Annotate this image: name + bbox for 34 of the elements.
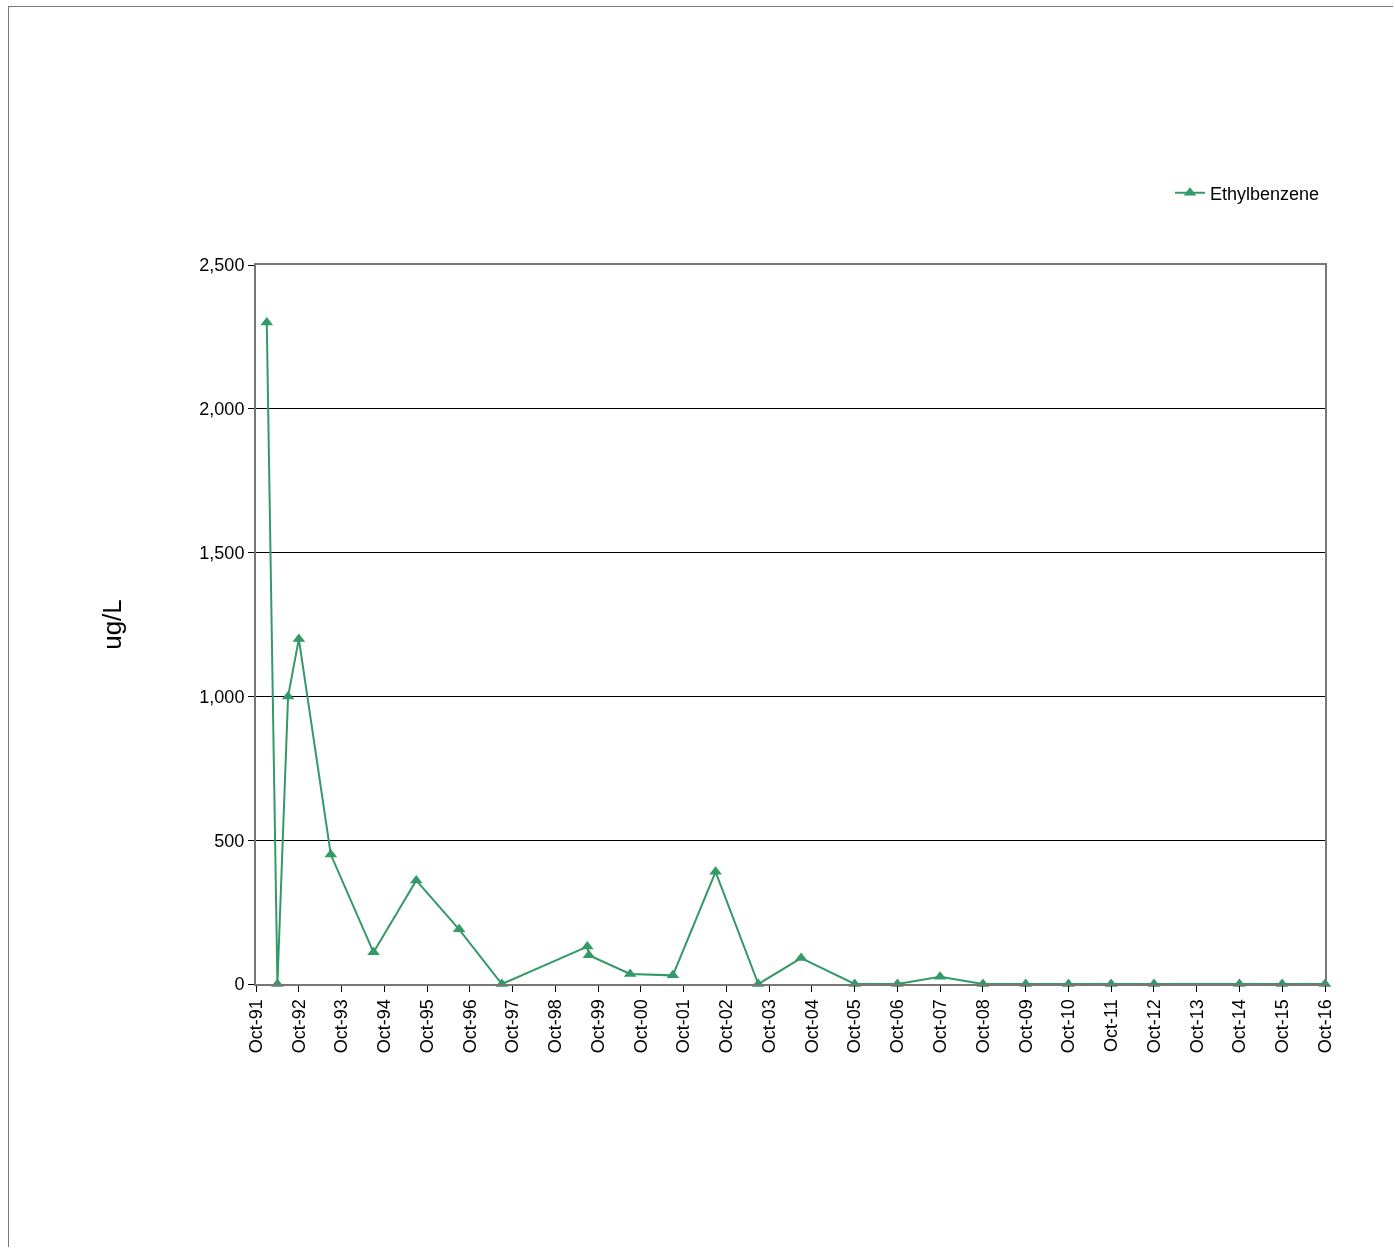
x-tick-label: Oct-91 bbox=[245, 999, 266, 1054]
x-tick-label: Oct-09 bbox=[1015, 999, 1036, 1054]
x-tick-label: Oct-14 bbox=[1229, 999, 1250, 1054]
x-tick-label: Oct-06 bbox=[887, 999, 908, 1054]
x-tick-label: Oct-98 bbox=[545, 999, 566, 1054]
x-tick-label: Oct-01 bbox=[673, 999, 694, 1054]
legend-label: Ethylbenzene bbox=[1210, 183, 1320, 204]
y-axis-title: ug/L bbox=[97, 599, 128, 650]
x-tick-label: Oct-08 bbox=[972, 999, 993, 1054]
x-tick-label: Oct-04 bbox=[801, 999, 822, 1054]
x-tick-label: Oct-99 bbox=[587, 999, 608, 1054]
y-tick-label: 1,500 bbox=[199, 542, 245, 563]
y-tick-label: 1,000 bbox=[199, 686, 245, 707]
x-tick-label: Oct-07 bbox=[929, 999, 950, 1054]
y-tick-label: 500 bbox=[214, 830, 245, 851]
y-tick-label: 2,000 bbox=[199, 399, 245, 420]
x-tick-label: Oct-02 bbox=[716, 999, 737, 1054]
y-tick-label: 2,500 bbox=[199, 255, 245, 276]
x-tick-label: Oct-11 bbox=[1100, 999, 1121, 1052]
x-tick-label: Oct-96 bbox=[459, 999, 480, 1054]
x-tick-label: Oct-95 bbox=[416, 999, 437, 1054]
x-tick-label: Oct-93 bbox=[331, 999, 352, 1054]
x-tick-label: Oct-10 bbox=[1058, 999, 1079, 1054]
x-tick-label: Oct-05 bbox=[844, 999, 865, 1054]
y-tick-label: 0 bbox=[234, 974, 245, 995]
x-tick-label: Oct-15 bbox=[1272, 999, 1293, 1054]
x-tick-label: Oct-16 bbox=[1314, 999, 1335, 1054]
x-tick-label: Oct-13 bbox=[1186, 999, 1207, 1054]
x-tick-label: Oct-97 bbox=[502, 999, 523, 1054]
x-tick-label: Oct-00 bbox=[630, 999, 651, 1054]
x-tick-label: Oct-92 bbox=[288, 999, 309, 1054]
x-tick-label: Oct-03 bbox=[758, 999, 779, 1054]
x-tick-label: Oct-12 bbox=[1143, 999, 1164, 1054]
x-tick-label: Oct-94 bbox=[374, 999, 395, 1054]
